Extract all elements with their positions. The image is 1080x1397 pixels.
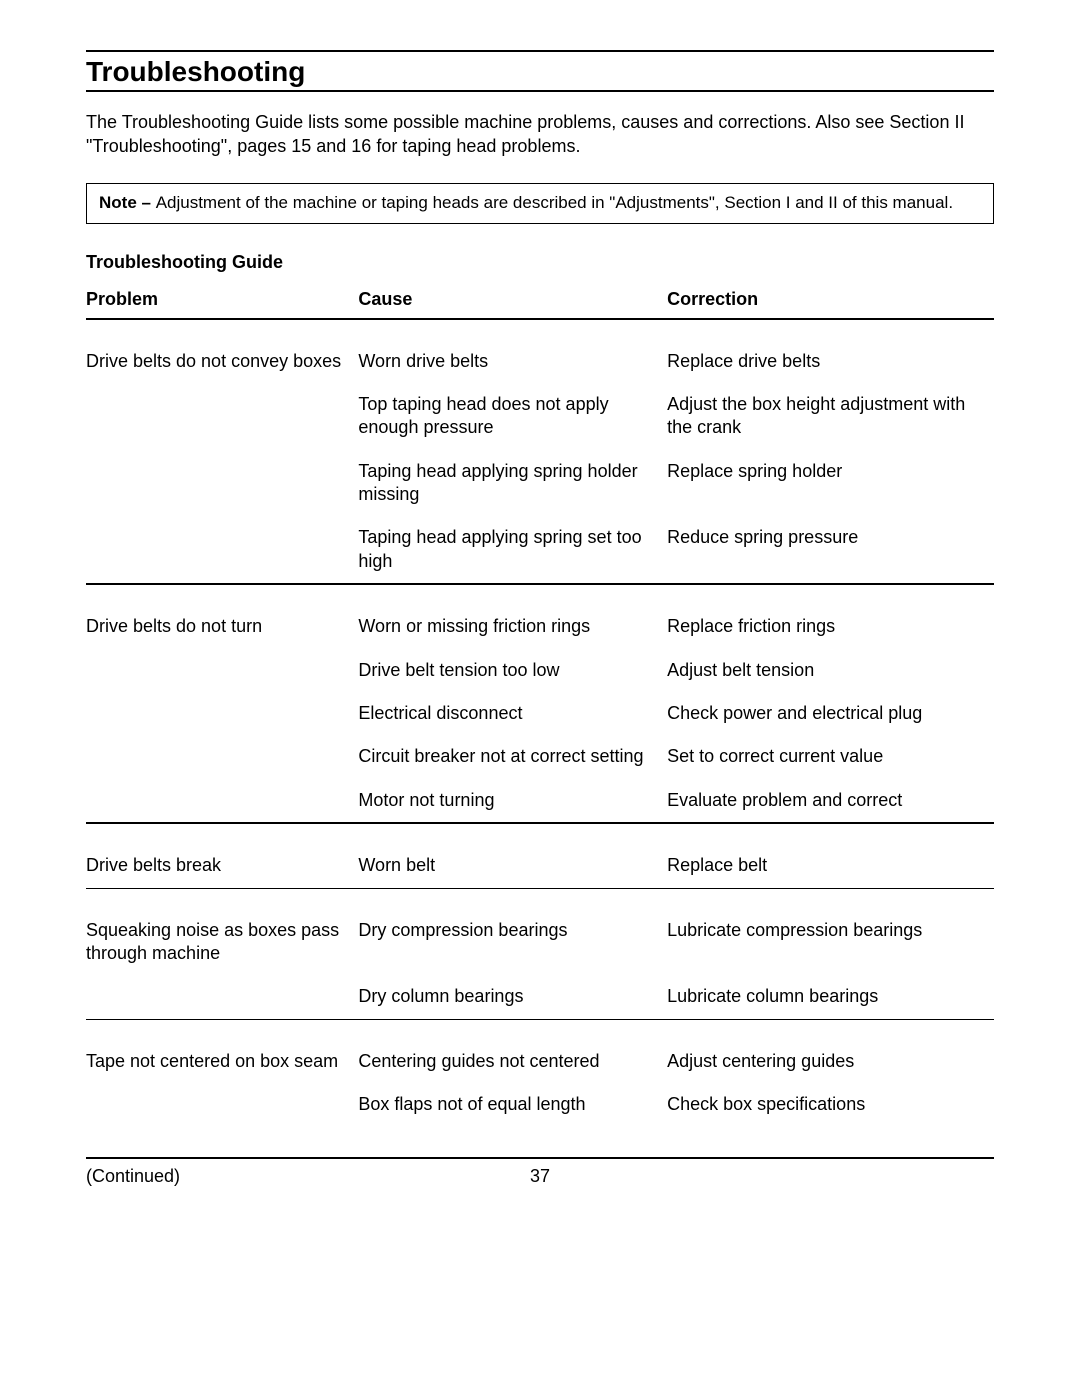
page-number: 37 [0, 1166, 1080, 1187]
table-divider [86, 319, 994, 340]
note-label: Note – [99, 193, 156, 212]
table-row: Taping head applying spring holder missi… [86, 450, 994, 517]
table-divider [86, 584, 994, 605]
cell-cause: Worn belt [358, 844, 667, 888]
table-header-row: Problem Cause Correction [86, 283, 994, 319]
cell-correction: Adjust the box height adjustment with th… [667, 383, 994, 450]
cell-problem [86, 735, 358, 778]
table-divider-thin [86, 888, 994, 909]
guide-heading: Troubleshooting Guide [86, 252, 994, 273]
table-divider-thin [86, 1019, 994, 1040]
cell-cause: Worn or missing friction rings [358, 605, 667, 648]
cell-problem [86, 450, 358, 517]
cell-correction: Replace friction rings [667, 605, 994, 648]
cell-cause: Dry column bearings [358, 975, 667, 1019]
title-underline [86, 90, 994, 92]
bottom-rule [86, 1157, 994, 1159]
table-row: Drive belts break Worn belt Replace belt [86, 844, 994, 888]
cell-problem [86, 779, 358, 823]
cell-problem [86, 975, 358, 1019]
cell-problem [86, 1083, 358, 1126]
section-title: Troubleshooting [86, 56, 994, 88]
table-row: Top taping head does not apply enough pr… [86, 383, 994, 450]
cell-correction: Replace belt [667, 844, 994, 888]
cell-problem: Squeaking noise as boxes pass through ma… [86, 909, 358, 976]
table-row: Box flaps not of equal length Check box … [86, 1083, 994, 1126]
cell-cause: Centering guides not centered [358, 1040, 667, 1083]
intro-text: The Troubleshooting Guide lists some pos… [86, 110, 994, 159]
cell-problem: Drive belts break [86, 844, 358, 888]
cell-correction: Set to correct current value [667, 735, 994, 778]
cell-cause: Circuit breaker not at correct setting [358, 735, 667, 778]
table-row: Dry column bearings Lubricate column bea… [86, 975, 994, 1019]
cell-correction: Check power and electrical plug [667, 692, 994, 735]
cell-correction: Evaluate problem and correct [667, 779, 994, 823]
table-row: Circuit breaker not at correct setting S… [86, 735, 994, 778]
table-row: Electrical disconnect Check power and el… [86, 692, 994, 735]
cell-correction: Replace spring holder [667, 450, 994, 517]
cell-cause: Taping head applying spring set too high [358, 516, 667, 584]
page: Troubleshooting The Troubleshooting Guid… [0, 0, 1080, 1397]
cell-problem: Drive belts do not convey boxes [86, 340, 358, 383]
table-row: Squeaking noise as boxes pass through ma… [86, 909, 994, 976]
cell-correction: Replace drive belts [667, 340, 994, 383]
cell-cause: Top taping head does not apply enough pr… [358, 383, 667, 450]
table-row: Motor not turning Evaluate problem and c… [86, 779, 994, 823]
cell-correction: Lubricate column bearings [667, 975, 994, 1019]
cell-correction: Adjust belt tension [667, 649, 994, 692]
table-row: Drive belt tension too low Adjust belt t… [86, 649, 994, 692]
header-problem: Problem [86, 283, 358, 319]
header-correction: Correction [667, 283, 994, 319]
table-row: Taping head applying spring set too high… [86, 516, 994, 584]
note-text: Adjustment of the machine or taping head… [156, 193, 953, 212]
cell-problem [86, 649, 358, 692]
cell-correction: Adjust centering guides [667, 1040, 994, 1083]
cell-correction: Reduce spring pressure [667, 516, 994, 584]
table-row: Tape not centered on box seam Centering … [86, 1040, 994, 1083]
cell-cause: Taping head applying spring holder missi… [358, 450, 667, 517]
cell-problem [86, 516, 358, 584]
header-cause: Cause [358, 283, 667, 319]
top-rule [86, 50, 994, 52]
cell-cause: Box flaps not of equal length [358, 1083, 667, 1126]
cell-cause: Worn drive belts [358, 340, 667, 383]
note-box: Note – Adjustment of the machine or tapi… [86, 183, 994, 224]
cell-correction: Check box specifications [667, 1083, 994, 1126]
cell-problem [86, 383, 358, 450]
table-row: Drive belts do not turn Worn or missing … [86, 605, 994, 648]
cell-problem [86, 692, 358, 735]
cell-cause: Drive belt tension too low [358, 649, 667, 692]
cell-problem: Drive belts do not turn [86, 605, 358, 648]
cell-correction: Lubricate compression bearings [667, 909, 994, 976]
cell-problem: Tape not centered on box seam [86, 1040, 358, 1083]
troubleshooting-table: Problem Cause Correction Drive belts do … [86, 283, 994, 1127]
cell-cause: Electrical disconnect [358, 692, 667, 735]
cell-cause: Motor not turning [358, 779, 667, 823]
table-row: Drive belts do not convey boxes Worn dri… [86, 340, 994, 383]
table-divider [86, 823, 994, 844]
cell-cause: Dry compression bearings [358, 909, 667, 976]
